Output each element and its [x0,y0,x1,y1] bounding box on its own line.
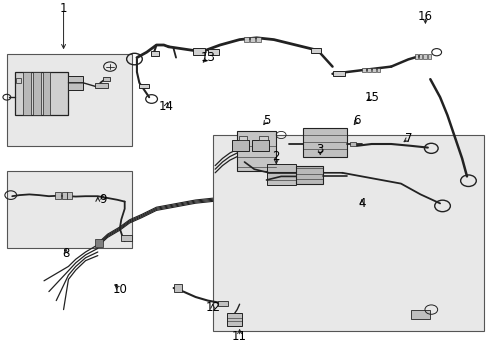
Bar [256,37,260,42]
Bar [349,142,355,146]
Bar [303,128,346,157]
Bar [68,76,83,90]
Bar [244,37,248,42]
Bar [16,78,21,83]
Bar [295,166,322,184]
Bar [7,54,132,146]
Bar [150,51,159,56]
Text: 15: 15 [364,91,378,104]
Text: 8: 8 [62,247,70,260]
Bar [418,54,422,59]
Bar [410,310,429,319]
Text: 5: 5 [262,114,270,127]
Bar [95,83,107,88]
Bar [193,48,205,55]
Text: 14: 14 [159,100,173,113]
Bar [250,37,254,42]
Bar [266,164,295,185]
Bar [251,140,268,151]
Bar [238,136,247,140]
Bar [212,135,483,331]
Bar [423,54,426,59]
Bar [376,68,380,72]
Text: 2: 2 [272,150,280,163]
Bar [61,192,67,199]
Bar [237,131,276,171]
Bar [371,68,375,72]
Text: 1: 1 [60,3,67,15]
Bar [95,239,102,247]
Bar [121,235,132,241]
Bar [414,54,417,59]
Bar [259,136,267,140]
Bar [361,68,365,72]
Bar [42,72,50,115]
Bar [55,192,61,199]
Text: 10: 10 [112,283,127,296]
Bar [366,68,370,72]
Bar [217,301,228,306]
Text: 16: 16 [417,10,432,23]
Bar [15,72,68,115]
Bar [310,48,321,53]
Bar [232,140,249,151]
Text: 9: 9 [99,193,106,206]
Bar [23,72,31,115]
Text: 11: 11 [232,330,246,343]
Text: 13: 13 [200,51,215,64]
Text: 4: 4 [357,197,365,210]
Bar [332,71,344,76]
Bar [227,313,242,326]
Text: 3: 3 [316,143,324,156]
Bar [173,284,182,292]
Text: 7: 7 [404,132,411,145]
Text: 12: 12 [205,301,220,314]
Bar [102,77,110,81]
Text: 6: 6 [352,114,360,127]
Bar [139,84,149,88]
Bar [427,54,430,59]
Bar [66,192,72,199]
Bar [33,72,41,115]
Bar [207,49,218,55]
Bar [7,171,132,248]
